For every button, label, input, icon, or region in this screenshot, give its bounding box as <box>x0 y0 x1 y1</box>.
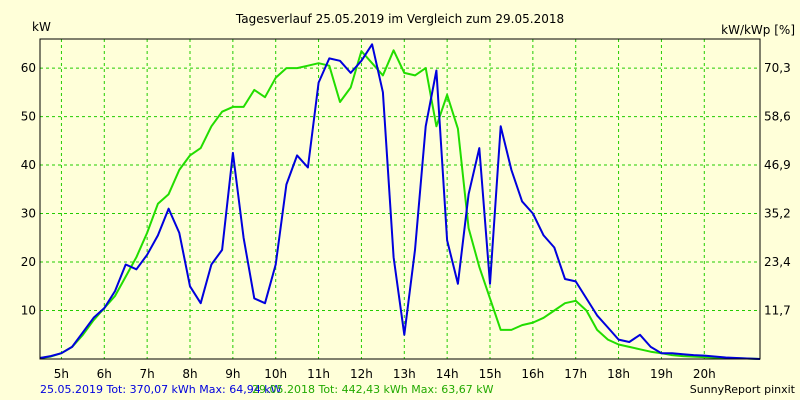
y-tick-left-label: 40 <box>21 158 36 172</box>
x-tick-label: 18h <box>607 367 630 381</box>
y-tick-left-label: 20 <box>21 255 36 269</box>
x-tick-label: 5h <box>54 367 69 381</box>
x-tick-label: 11h <box>307 367 330 381</box>
x-tick-label: 16h <box>521 367 544 381</box>
y-tick-left-label: 30 <box>21 207 36 221</box>
x-tick-label: 7h <box>140 367 155 381</box>
y-tick-left-label: 60 <box>21 61 36 75</box>
footer-credit: SunnyReport pinxit <box>690 383 796 396</box>
y-tick-right-label: 70,3 <box>764 61 791 75</box>
x-ticks: 5h 6h 7h 8h 9h 10h 11h 12h 13h 14h 15h 16h 17h 18h 19h… <box>54 367 716 381</box>
y-tick-right-label: 46,9 <box>764 158 791 172</box>
y-ticks-left: 10 20 30 40 50 60 <box>21 61 36 317</box>
y-tick-right-label: 58,6 <box>764 110 791 124</box>
y-tick-right-label: 11,7 <box>764 304 791 318</box>
y-axis-right-label: kW/kWp [%] <box>721 23 795 37</box>
x-tick-label: 12h <box>350 367 373 381</box>
x-tick-label: 13h <box>393 367 416 381</box>
footer-series-1: 25.05.2019 Tot: 370,07 kWh Max: 64,94 kW <box>40 383 282 396</box>
x-tick-label: 20h <box>693 367 716 381</box>
y-ticks-right: 11,7 23,4 35,2 46,9 58,6 70,3 <box>764 61 791 317</box>
x-tick-label: 19h <box>650 367 673 381</box>
plot-frame <box>39 38 761 360</box>
x-tick-label: 6h <box>97 367 112 381</box>
x-tick-label: 8h <box>182 367 197 381</box>
x-tick-label: 14h <box>436 367 459 381</box>
y-tick-left-label: 10 <box>21 304 36 318</box>
footer-series-2: 29.05.2018 Tot: 442,43 kWh Max: 63,67 kW <box>252 383 494 396</box>
x-tick-label: 9h <box>225 367 240 381</box>
series-lines <box>39 43 761 360</box>
y-tick-left-label: 50 <box>21 110 36 124</box>
chart-title: Tagesverlauf 25.05.2019 im Vergleich zum… <box>235 12 564 26</box>
x-tick-label: 17h <box>564 367 587 381</box>
grid <box>40 39 760 359</box>
series-line-25.05.2019 <box>39 43 761 360</box>
x-tick-label: 10h <box>264 367 287 381</box>
series-line-29.05.2018 <box>39 49 761 360</box>
y-tick-right-label: 35,2 <box>764 207 791 221</box>
x-tick-label: 15h <box>479 367 502 381</box>
y-axis-left-label: kW <box>32 20 51 34</box>
y-tick-right-label: 23,4 <box>764 255 791 269</box>
